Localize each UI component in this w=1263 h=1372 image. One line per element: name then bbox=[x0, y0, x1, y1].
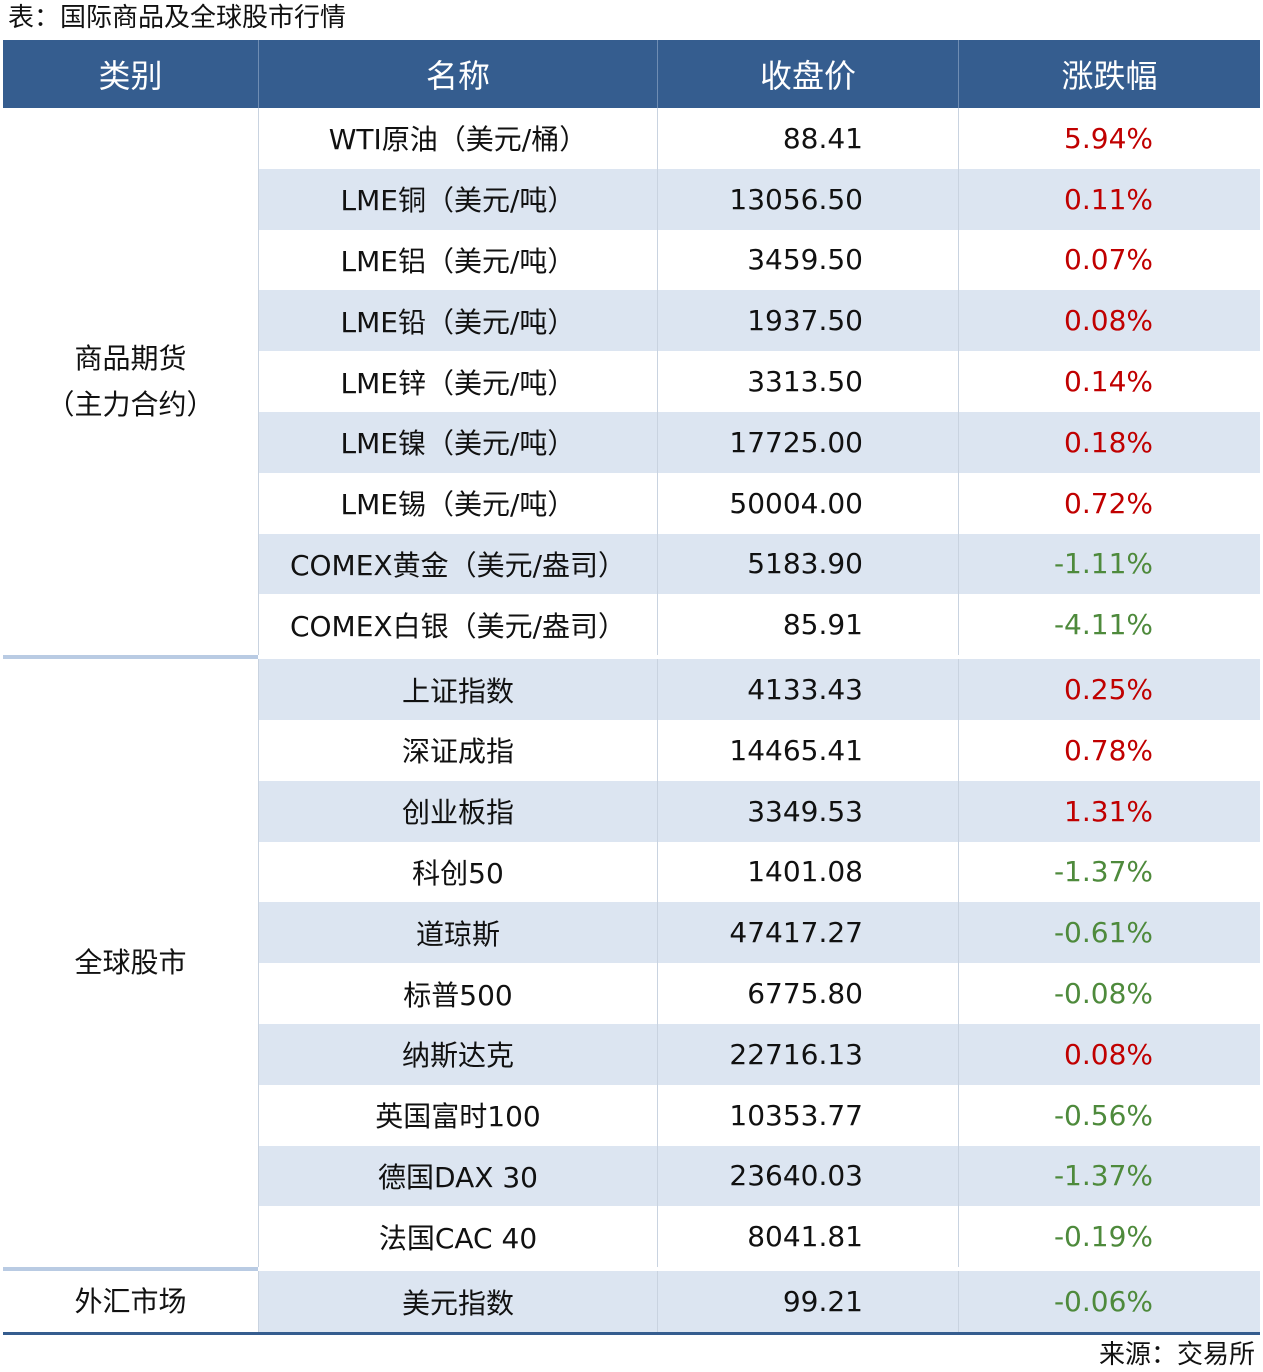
name-cell: WTI原油（美元/桶） bbox=[258, 108, 657, 169]
name-cell: LME铜（美元/吨） bbox=[258, 168, 657, 230]
change-cell: 0.72% bbox=[958, 472, 1260, 534]
close-cell: 3459.50 bbox=[657, 229, 958, 291]
change-cell: 0.08% bbox=[958, 1024, 1260, 1085]
category-line: 外汇市场 bbox=[74, 1284, 187, 1318]
header-cell: 类别 bbox=[98, 57, 163, 95]
row-bg bbox=[258, 841, 1260, 903]
change-cell: -0.61% bbox=[958, 902, 1260, 964]
change-cell: 1.31% bbox=[958, 780, 1260, 842]
row-bg bbox=[258, 229, 1260, 291]
title: 表：国际商品及全球股市行情 bbox=[8, 3, 347, 33]
close-cell: 99.21 bbox=[657, 1271, 958, 1332]
close-cell: 6775.80 bbox=[657, 963, 958, 1024]
header-cell: 收盘价 bbox=[657, 40, 958, 108]
row-bg bbox=[258, 472, 1260, 534]
name-cell: COMEX黄金（美元/盎司） bbox=[258, 533, 657, 595]
row-bg bbox=[258, 720, 1260, 781]
change-cell: 0.07% bbox=[958, 229, 1260, 291]
change-cell: 0.08% bbox=[958, 290, 1260, 352]
name-cell: 德国DAX 30 bbox=[258, 1145, 657, 1207]
close-cell: 3313.50 bbox=[657, 351, 958, 412]
change-cell: 0.25% bbox=[958, 659, 1260, 720]
category-line: 商品期货 bbox=[74, 341, 187, 375]
change-cell: -0.56% bbox=[958, 1084, 1260, 1146]
row-bg bbox=[258, 351, 1260, 412]
category-cell: 外汇市场 bbox=[3, 1271, 258, 1332]
row-bg bbox=[258, 168, 1260, 230]
change-cell: 0.18% bbox=[958, 412, 1260, 473]
change-cell: -4.11% bbox=[958, 594, 1260, 656]
row-bg bbox=[258, 1084, 1260, 1146]
row-bg bbox=[258, 963, 1260, 1024]
row-bg bbox=[258, 1206, 1260, 1268]
name-cell: 英国富时100 bbox=[258, 1084, 657, 1146]
category-cell: 全球股市 bbox=[3, 659, 258, 1267]
name-cell: 上证指数 bbox=[258, 659, 657, 720]
close-cell: 22716.13 bbox=[657, 1024, 958, 1085]
name-cell: COMEX白银（美元/盎司） bbox=[258, 594, 657, 656]
close-cell: 1401.08 bbox=[657, 841, 958, 903]
close-cell: 88.41 bbox=[657, 108, 958, 169]
change-cell: 5.94% bbox=[958, 108, 1260, 169]
close-cell: 5183.90 bbox=[657, 533, 958, 595]
name-cell: 深证成指 bbox=[258, 720, 657, 781]
category-line: 全球股市 bbox=[74, 946, 187, 980]
close-cell: 1937.50 bbox=[657, 290, 958, 352]
change-cell: -0.06% bbox=[958, 1271, 1260, 1332]
row-bg bbox=[258, 533, 1260, 595]
name-cell: 美元指数 bbox=[258, 1271, 657, 1332]
close-cell: 50004.00 bbox=[657, 472, 958, 534]
change-cell: 0.11% bbox=[958, 168, 1260, 230]
change-cell: 0.14% bbox=[958, 351, 1260, 412]
row-bg bbox=[258, 902, 1260, 964]
group-separator bbox=[3, 655, 258, 660]
close-cell: 47417.27 bbox=[657, 902, 958, 964]
header-cell: 名称 bbox=[258, 40, 657, 108]
row-bg bbox=[258, 108, 1260, 169]
category-line: （主力合约） bbox=[46, 387, 215, 421]
change-cell: -1.11% bbox=[958, 533, 1260, 595]
row-bg bbox=[258, 780, 1260, 842]
group-separator bbox=[3, 1267, 258, 1272]
header-bg bbox=[3, 40, 1260, 108]
name-cell: LME铅（美元/吨） bbox=[258, 290, 657, 352]
name-cell: LME锡（美元/吨） bbox=[258, 472, 657, 534]
name-cell: 科创50 bbox=[258, 841, 657, 903]
name-cell: 道琼斯 bbox=[258, 902, 657, 964]
change-cell: -0.08% bbox=[958, 963, 1260, 1024]
name-cell: 纳斯达克 bbox=[258, 1024, 657, 1085]
name-cell: LME锌（美元/吨） bbox=[258, 351, 657, 412]
row-bg bbox=[258, 594, 1260, 656]
source: 来源：交易所 bbox=[1098, 1340, 1255, 1370]
name-cell: LME镍（美元/吨） bbox=[258, 412, 657, 473]
row-bg bbox=[258, 1271, 1260, 1332]
change-cell: 0.78% bbox=[958, 720, 1260, 781]
close-cell: 13056.50 bbox=[657, 168, 958, 230]
row-bg bbox=[258, 659, 1260, 720]
row-bg bbox=[258, 1024, 1260, 1085]
bottom-border bbox=[3, 1332, 1260, 1335]
category-cell: 商品期货 （主力合约） bbox=[3, 108, 258, 655]
row-bg bbox=[258, 412, 1260, 473]
close-cell: 14465.41 bbox=[657, 720, 958, 781]
row-bg bbox=[258, 290, 1260, 352]
close-cell: 10353.77 bbox=[657, 1084, 958, 1146]
close-cell: 85.91 bbox=[657, 594, 958, 656]
close-cell: 4133.43 bbox=[657, 659, 958, 720]
row-bg bbox=[258, 1145, 1260, 1207]
change-cell: -1.37% bbox=[958, 1145, 1260, 1207]
header-cell: 涨跌幅 bbox=[958, 40, 1260, 108]
close-cell: 23640.03 bbox=[657, 1145, 958, 1207]
name-cell: 法国CAC 40 bbox=[258, 1206, 657, 1268]
close-cell: 8041.81 bbox=[657, 1206, 958, 1268]
close-cell: 3349.53 bbox=[657, 780, 958, 842]
name-cell: 标普500 bbox=[258, 963, 657, 1024]
change-cell: -1.37% bbox=[958, 841, 1260, 903]
close-cell: 17725.00 bbox=[657, 412, 958, 473]
name-cell: 创业板指 bbox=[258, 780, 657, 842]
name-cell: LME铝（美元/吨） bbox=[258, 229, 657, 291]
change-cell: -0.19% bbox=[958, 1206, 1260, 1268]
